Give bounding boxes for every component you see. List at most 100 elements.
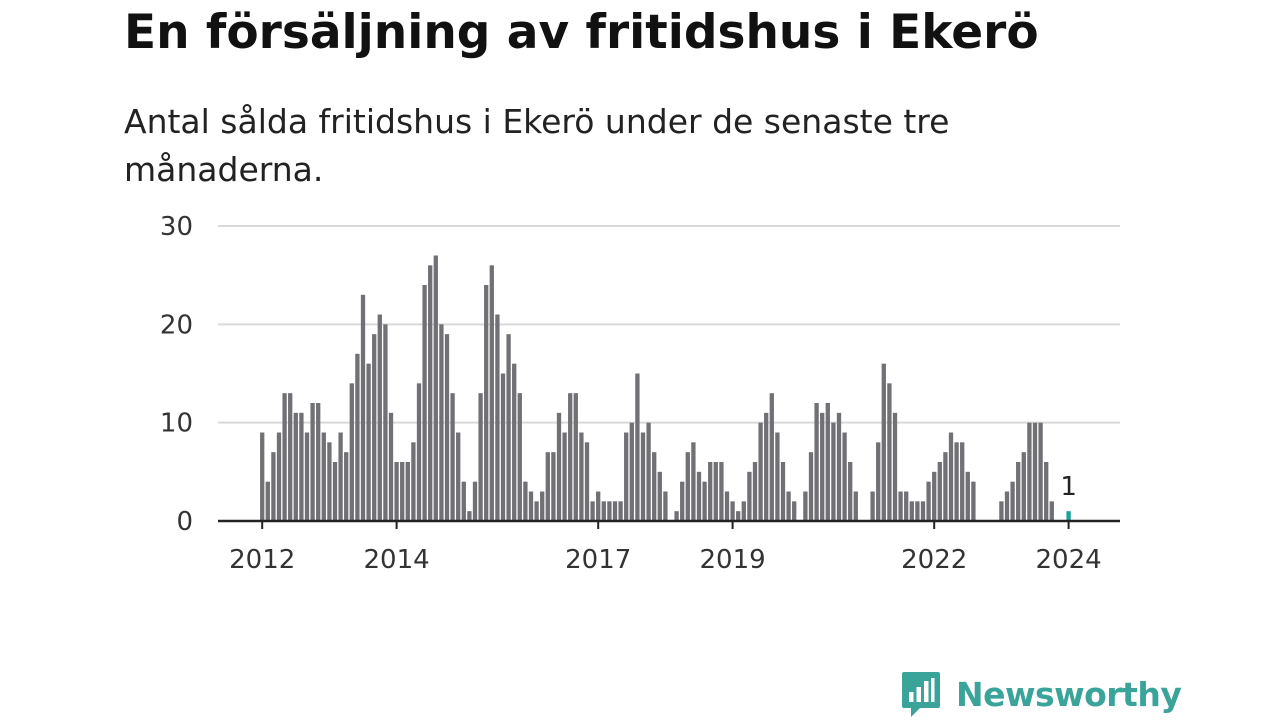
- bar: [545, 452, 550, 521]
- bar: [528, 491, 534, 521]
- bar: [629, 422, 634, 521]
- bar: [943, 452, 948, 521]
- bar: [954, 442, 959, 521]
- bar: [831, 422, 836, 521]
- bar: [450, 393, 455, 521]
- bar: [551, 452, 556, 521]
- bar: [372, 334, 377, 521]
- bar: [696, 471, 702, 521]
- bar: [461, 481, 466, 521]
- bar: [904, 491, 909, 521]
- bar: [640, 432, 646, 521]
- bar: [780, 462, 786, 521]
- bar: [820, 412, 825, 521]
- bar: [764, 412, 769, 521]
- bar: [405, 462, 410, 521]
- bar: [702, 481, 707, 521]
- bar: [1021, 452, 1026, 521]
- bar: [814, 403, 819, 521]
- bar: [680, 481, 685, 521]
- bars: [260, 255, 1071, 521]
- bar: [1038, 422, 1043, 521]
- bar: [422, 285, 427, 521]
- bar: [999, 501, 1004, 521]
- bar: [612, 501, 618, 521]
- bar: [607, 501, 612, 521]
- bar: [708, 462, 713, 521]
- bar: [618, 501, 623, 521]
- bar: [316, 403, 321, 521]
- bar: [948, 432, 954, 521]
- bar: [366, 363, 371, 521]
- bar: [937, 462, 942, 521]
- bar: [500, 373, 506, 521]
- bar: [965, 471, 970, 521]
- bar: [758, 422, 763, 521]
- bar: [590, 501, 595, 521]
- bar: [568, 393, 573, 521]
- bar: [534, 501, 539, 521]
- bar: [332, 462, 338, 521]
- bar: [1004, 491, 1010, 521]
- bar: [1032, 422, 1038, 521]
- bar: [304, 432, 310, 521]
- bar: [881, 363, 886, 521]
- x-tick-label: 2014: [364, 545, 430, 575]
- y-tick-label: 30: [160, 212, 193, 242]
- bar: [624, 432, 629, 521]
- bar: [467, 511, 472, 521]
- bar: [260, 432, 265, 521]
- bar: [506, 334, 511, 521]
- sales-bar-chart: 0 10 20 30 2012 2014 2017 2019 2022 2024 1: [160, 212, 1120, 575]
- bar: [596, 491, 601, 521]
- bar: [299, 412, 304, 521]
- bar: [512, 363, 517, 521]
- bar: [915, 501, 920, 521]
- bar: [484, 285, 489, 521]
- bar: [271, 452, 276, 521]
- bar: [730, 501, 735, 521]
- bar: [724, 491, 730, 521]
- bar: [456, 432, 461, 521]
- bar: [652, 452, 657, 521]
- y-tick-label: 10: [160, 409, 193, 439]
- chart-subtitle: Antal sålda fritidshus i Ekerö under de …: [124, 102, 950, 189]
- bar: [876, 442, 881, 521]
- x-tick-label: 2024: [1036, 545, 1102, 575]
- bar: [377, 314, 382, 521]
- bar: [741, 501, 746, 521]
- bar: [635, 373, 640, 521]
- bar: [713, 462, 718, 521]
- bar: [792, 501, 797, 521]
- bar: [288, 393, 293, 521]
- bar: [276, 432, 282, 521]
- bar: [1010, 481, 1015, 521]
- bar: [892, 412, 898, 521]
- bar: [540, 491, 545, 521]
- chart-title: En försäljning av fritidshus i Ekerö: [124, 5, 1039, 60]
- bar: [573, 393, 578, 521]
- bar: [517, 393, 522, 521]
- bar: [747, 471, 752, 521]
- bar: [293, 412, 298, 521]
- bar: [433, 255, 438, 521]
- bar: [752, 462, 758, 521]
- bar: [310, 403, 315, 521]
- bar: [898, 491, 903, 521]
- bar: [971, 481, 976, 521]
- bar: [932, 471, 937, 521]
- brand-footer: Newsworthy: [900, 670, 1182, 718]
- bar: [282, 393, 287, 521]
- bar: [344, 452, 349, 521]
- bar: [691, 442, 696, 521]
- bar: [786, 491, 791, 521]
- bar: [870, 491, 875, 521]
- bar: [584, 442, 590, 521]
- bar: [674, 511, 679, 521]
- bar: [663, 491, 668, 521]
- bar: [646, 422, 651, 521]
- bar: [848, 462, 853, 521]
- bar: [478, 393, 483, 521]
- bar: [825, 403, 830, 521]
- bar: [562, 432, 567, 521]
